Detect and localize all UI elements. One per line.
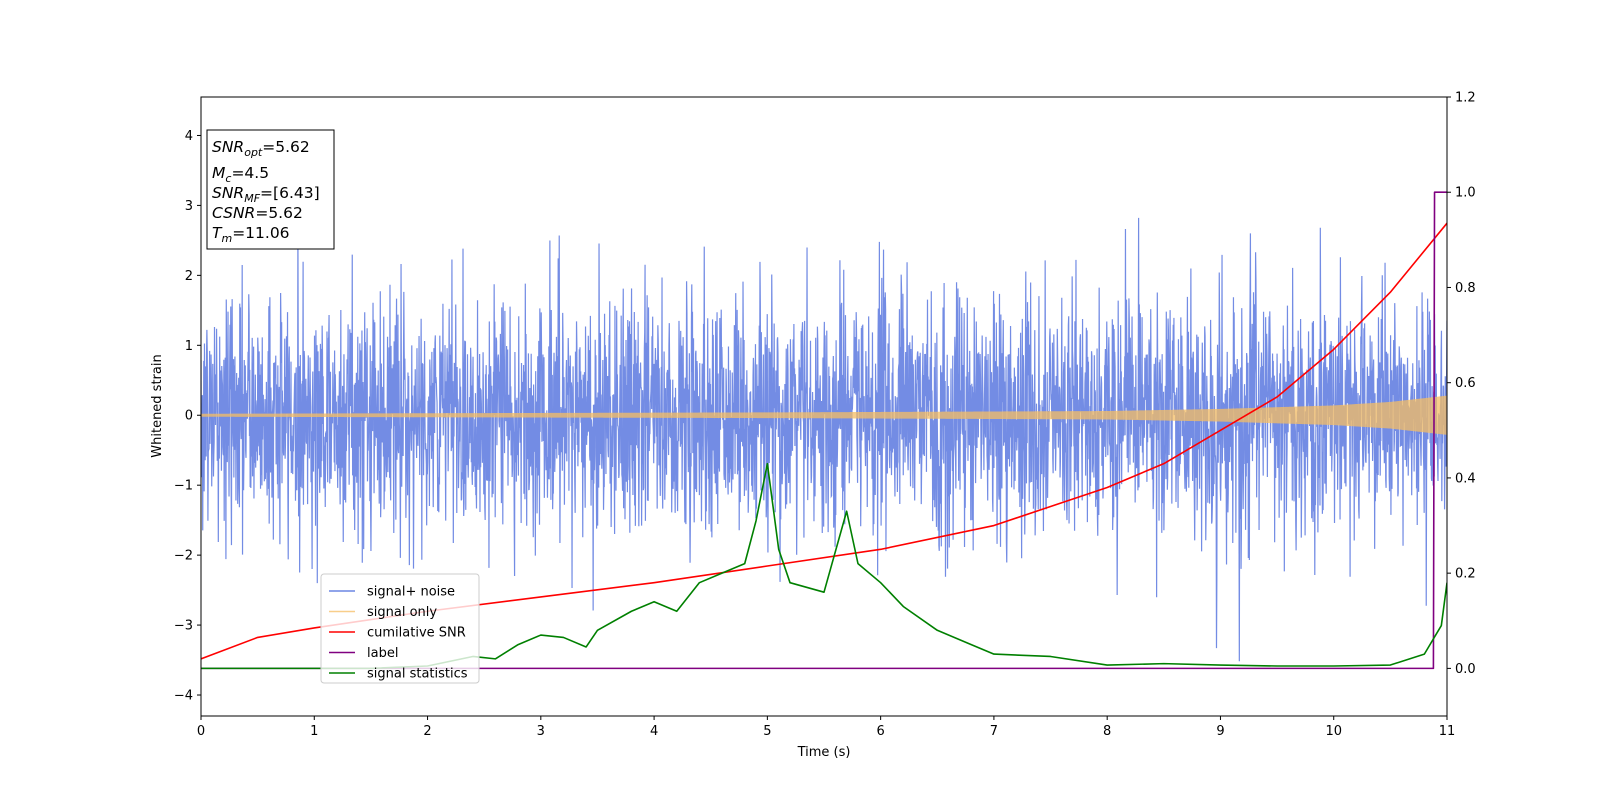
y-tick-label-left: −2 bbox=[174, 549, 193, 564]
series-signal-only bbox=[201, 395, 1447, 435]
y-tick-label-left: −1 bbox=[174, 479, 193, 494]
x-tick-label: 2 bbox=[423, 724, 431, 739]
legend-label-label: label bbox=[367, 646, 398, 661]
series-signal-statistics bbox=[201, 462, 1447, 670]
x-tick-label: 7 bbox=[990, 724, 998, 739]
info-mc: Mc=4.5 bbox=[212, 164, 269, 185]
x-tick-label: 1 bbox=[310, 724, 318, 739]
info-box: SNRopt=5.62 Mc=4.5 SNRMF=[6.43] CSNR=5.6… bbox=[206, 129, 335, 250]
y-tick-label-left: 0 bbox=[185, 409, 193, 424]
x-tick-label: 9 bbox=[1216, 724, 1224, 739]
y-tick-label-right: 0.4 bbox=[1455, 471, 1476, 486]
y-tick-label-right: 1.2 bbox=[1455, 91, 1476, 106]
legend: signal+ noise signal only cumilative SNR la… bbox=[320, 573, 480, 684]
plot-frame bbox=[200, 96, 1448, 717]
legend-label-cumilative-snr: cumilative SNR bbox=[367, 626, 466, 641]
info-csnr: CSNR=5.62 bbox=[212, 204, 303, 222]
y-tick-label-left: −3 bbox=[174, 619, 193, 634]
legend-label-signal-noise: signal+ noise bbox=[367, 585, 455, 600]
y-tick-label-left: 1 bbox=[185, 339, 193, 354]
y-tick-label-left: 4 bbox=[185, 129, 193, 144]
x-tick-label: 0 bbox=[197, 724, 205, 739]
legend-label-signal-only: signal only bbox=[367, 605, 437, 620]
y-tick-label-right: 0.6 bbox=[1455, 376, 1476, 391]
x-tick-label: 6 bbox=[876, 724, 884, 739]
legend-frame bbox=[320, 573, 480, 684]
x-tick-label: 11 bbox=[1439, 724, 1456, 739]
x-axis-label: Time (s) bbox=[797, 745, 851, 760]
x-tick-label: 5 bbox=[763, 724, 771, 739]
x-tick-label: 4 bbox=[650, 724, 658, 739]
y-tick-label-right: 0.2 bbox=[1455, 567, 1476, 582]
x-tick-label: 10 bbox=[1325, 724, 1342, 739]
info-tm: Tm=11.06 bbox=[212, 224, 290, 245]
info-snr-mf: SNRMF=[6.43] bbox=[212, 184, 320, 205]
y-tick-label-left: 3 bbox=[185, 199, 193, 214]
info-snr-opt: SNRopt=5.62 bbox=[212, 138, 310, 159]
series-signal-noise bbox=[201, 217, 1447, 662]
x-axis: 0 1 2 3 4 5 6 7 8 9 10 11 bbox=[197, 716, 1455, 739]
x-tick-label: 8 bbox=[1103, 724, 1111, 739]
y-tick-label-right: 1.0 bbox=[1455, 186, 1476, 201]
y-tick-label-right: 0.8 bbox=[1455, 281, 1476, 296]
y-axis-label: Whitened strain bbox=[150, 354, 165, 457]
x-tick-label: 3 bbox=[537, 724, 545, 739]
y-tick-label-left: 2 bbox=[185, 269, 193, 284]
y-axis-right: 0.0 0.2 0.4 0.6 0.8 1.0 1.2 bbox=[1447, 91, 1476, 677]
y-tick-label-right: 0.0 bbox=[1455, 662, 1476, 677]
series-label bbox=[201, 191, 1447, 670]
y-tick-label-left: −4 bbox=[174, 689, 193, 704]
legend-label-signal-statistics: signal statistics bbox=[367, 667, 468, 682]
y-axis-left: −4 −3 −2 −1 0 1 2 3 4 bbox=[174, 129, 201, 704]
